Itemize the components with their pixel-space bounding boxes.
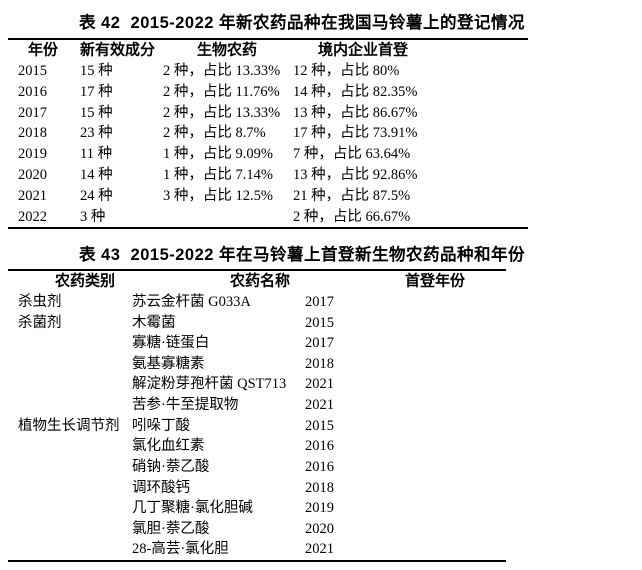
table-cell: 2 种，占比 11.76% — [163, 83, 280, 100]
table-cell-year: 2018 — [305, 479, 334, 496]
table-row: 2016 17 种 2 种，占比 11.76% 14 种，占比 82.35% — [8, 82, 528, 103]
table-row: 杀虫剂 苏云金杆菌 G033A 2017 — [8, 292, 506, 313]
table-cell: 3 种，占比 12.5% — [163, 187, 273, 204]
table-cell: 14 种，占比 82.35% — [293, 83, 418, 100]
table-cell-year: 2017 — [305, 293, 334, 310]
table-cell: 23 种 — [80, 125, 113, 142]
table-cell-name: 木霉菌 — [132, 314, 176, 331]
table-cell: 3 种 — [80, 208, 106, 225]
table43-header-row: 农药类别 农药名称 首登年份 — [8, 271, 506, 292]
table-cell-year: 2015 — [305, 417, 334, 434]
table-cell-year: 2021 — [305, 376, 334, 393]
table-row: 调环酸钙 2018 — [8, 477, 506, 498]
table-cell-year: 2016 — [305, 438, 334, 455]
table-cell: 1 种，占比 9.09% — [163, 145, 273, 162]
table-cell-name: 氨基寡糖素 — [132, 355, 205, 372]
table-row: 解淀粉芽孢杆菌 QST713 2021 — [8, 374, 506, 395]
table42-header-year: 年份 — [28, 41, 59, 59]
table-cell: 2 种，占比 13.33% — [163, 62, 281, 79]
table-cell-year: 2020 — [305, 520, 334, 537]
table-cell-year: 2020 — [18, 166, 47, 183]
table-cell-year: 2016 — [18, 83, 47, 100]
table42-title: 表 42 2015-2022 年新农药品种在我国马铃薯上的登记情况 — [78, 14, 526, 32]
table-cell-name: 硝钠·萘乙酸 — [132, 458, 210, 475]
table-row: 2015 15 种 2 种，占比 13.33% 12 种，占比 80% — [8, 61, 528, 82]
table-cell-category: 植物生长调节剂 — [18, 417, 120, 434]
table-cell: 15 种 — [80, 104, 113, 121]
table-cell-year: 2017 — [18, 104, 47, 121]
table-cell: 1 种，占比 7.14% — [163, 166, 273, 183]
table-row: 2021 24 种 3 种，占比 12.5% 21 种，占比 87.5% — [8, 185, 528, 206]
table-cell: 13 种，占比 86.67% — [293, 104, 418, 121]
table-cell-category: 杀虫剂 — [18, 293, 62, 310]
table-cell-name: 28-高芸·氯化胆 — [132, 541, 229, 558]
table43-title: 表 43 2015-2022 年在马铃薯上首登新生物农药品种和年份 — [78, 246, 526, 264]
table-row: 氨基寡糖素 2018 — [8, 354, 506, 375]
table-row: 杀菌剂 木霉菌 2015 — [8, 312, 506, 333]
table-cell-year: 2021 — [305, 396, 334, 413]
table-cell: 11 种 — [80, 145, 113, 162]
table-cell-year: 2019 — [305, 499, 334, 516]
table-row: 2017 15 种 2 种，占比 13.33% 13 种，占比 86.67% — [8, 102, 528, 123]
table-cell: 15 种 — [80, 62, 113, 79]
table-cell: 14 种 — [80, 166, 113, 183]
table-cell-year: 2021 — [305, 541, 334, 558]
table-cell-year: 2016 — [305, 458, 334, 475]
table-cell: 13 种，占比 92.86% — [293, 166, 418, 183]
table-cell-year: 2018 — [18, 125, 47, 142]
table42: 年份 新有效成分 生物农药 境内企业首登 2015 15 种 2 种，占比 13… — [8, 38, 528, 229]
table-cell-name: 苏云金杆菌 G033A — [132, 293, 251, 310]
table-row: 硝钠·萘乙酸 2016 — [8, 457, 506, 478]
table-row: 28-高芸·氯化胆 2021 — [8, 539, 506, 560]
table-cell: 7 种，占比 63.64% — [293, 145, 411, 162]
table-cell: 21 种，占比 87.5% — [293, 187, 411, 204]
table-cell-category: 杀菌剂 — [18, 314, 62, 331]
table-cell: 12 种，占比 80% — [293, 62, 400, 79]
table-cell-name: 氯化血红素 — [132, 438, 205, 455]
table-cell: 2 种，占比 8.7% — [163, 125, 266, 142]
table-cell: 17 种 — [80, 83, 113, 100]
table-row: 氯化血红素 2016 — [8, 436, 506, 457]
table42-header-biopesticides: 生物农药 — [197, 41, 258, 59]
table-cell-name: 吲哚丁酸 — [132, 417, 190, 434]
table-cell-name: 调环酸钙 — [132, 479, 190, 496]
table-row: 苦参·牛至提取物 2021 — [8, 395, 506, 416]
table-cell-name: 几丁聚糖·氯化胆碱 — [132, 499, 253, 516]
table-cell-name: 氯胆·萘乙酸 — [132, 520, 210, 537]
table-cell-year: 2019 — [18, 145, 47, 162]
table-row: 2019 11 种 1 种，占比 9.09% 7 种，占比 63.64% — [8, 144, 528, 165]
table-row: 寡糖·链蛋白 2017 — [8, 333, 506, 354]
table42-header-domestic-first-registration: 境内企业首登 — [318, 41, 409, 59]
table43-header-pesticide-category: 农药类别 — [55, 272, 116, 290]
table-cell-year: 2018 — [305, 355, 334, 372]
table42-header-row: 年份 新有效成分 生物农药 境内企业首登 — [8, 40, 528, 61]
table-row: 2022 3 种 2 种，占比 66.67% — [8, 206, 528, 227]
table-row: 2020 14 种 1 种，占比 7.14% 13 种，占比 92.86% — [8, 165, 528, 186]
table-cell-name: 苦参·牛至提取物 — [132, 396, 239, 413]
table-cell-year: 2015 — [305, 314, 334, 331]
table-cell-year: 2022 — [18, 208, 47, 225]
table-row: 氯胆·萘乙酸 2020 — [8, 519, 506, 540]
table43-header-pesticide-name: 农药名称 — [230, 272, 291, 290]
table-row: 2018 23 种 2 种，占比 8.7% 17 种，占比 73.91% — [8, 123, 528, 144]
table43-header-first-registration-year: 首登年份 — [405, 272, 466, 290]
table43: 农药类别 农药名称 首登年份 杀虫剂 苏云金杆菌 G033A 2017 杀菌剂 … — [8, 269, 506, 562]
table-cell: 2 种，占比 66.67% — [293, 208, 411, 225]
table-cell: 17 种，占比 73.91% — [293, 125, 418, 142]
table-cell-year: 2015 — [18, 62, 47, 79]
table-cell-name: 解淀粉芽孢杆菌 QST713 — [132, 376, 287, 393]
table-cell-name: 寡糖·链蛋白 — [132, 334, 210, 351]
table-cell: 24 种 — [80, 187, 113, 204]
table-row: 几丁聚糖·氯化胆碱 2019 — [8, 498, 506, 519]
table-cell-year: 2021 — [18, 187, 47, 204]
table-cell-year: 2017 — [305, 334, 334, 351]
table-row: 植物生长调节剂 吲哚丁酸 2015 — [8, 415, 506, 436]
table42-header-new-active-ingredients: 新有效成分 — [80, 41, 156, 59]
table-cell: 2 种，占比 13.33% — [163, 104, 281, 121]
